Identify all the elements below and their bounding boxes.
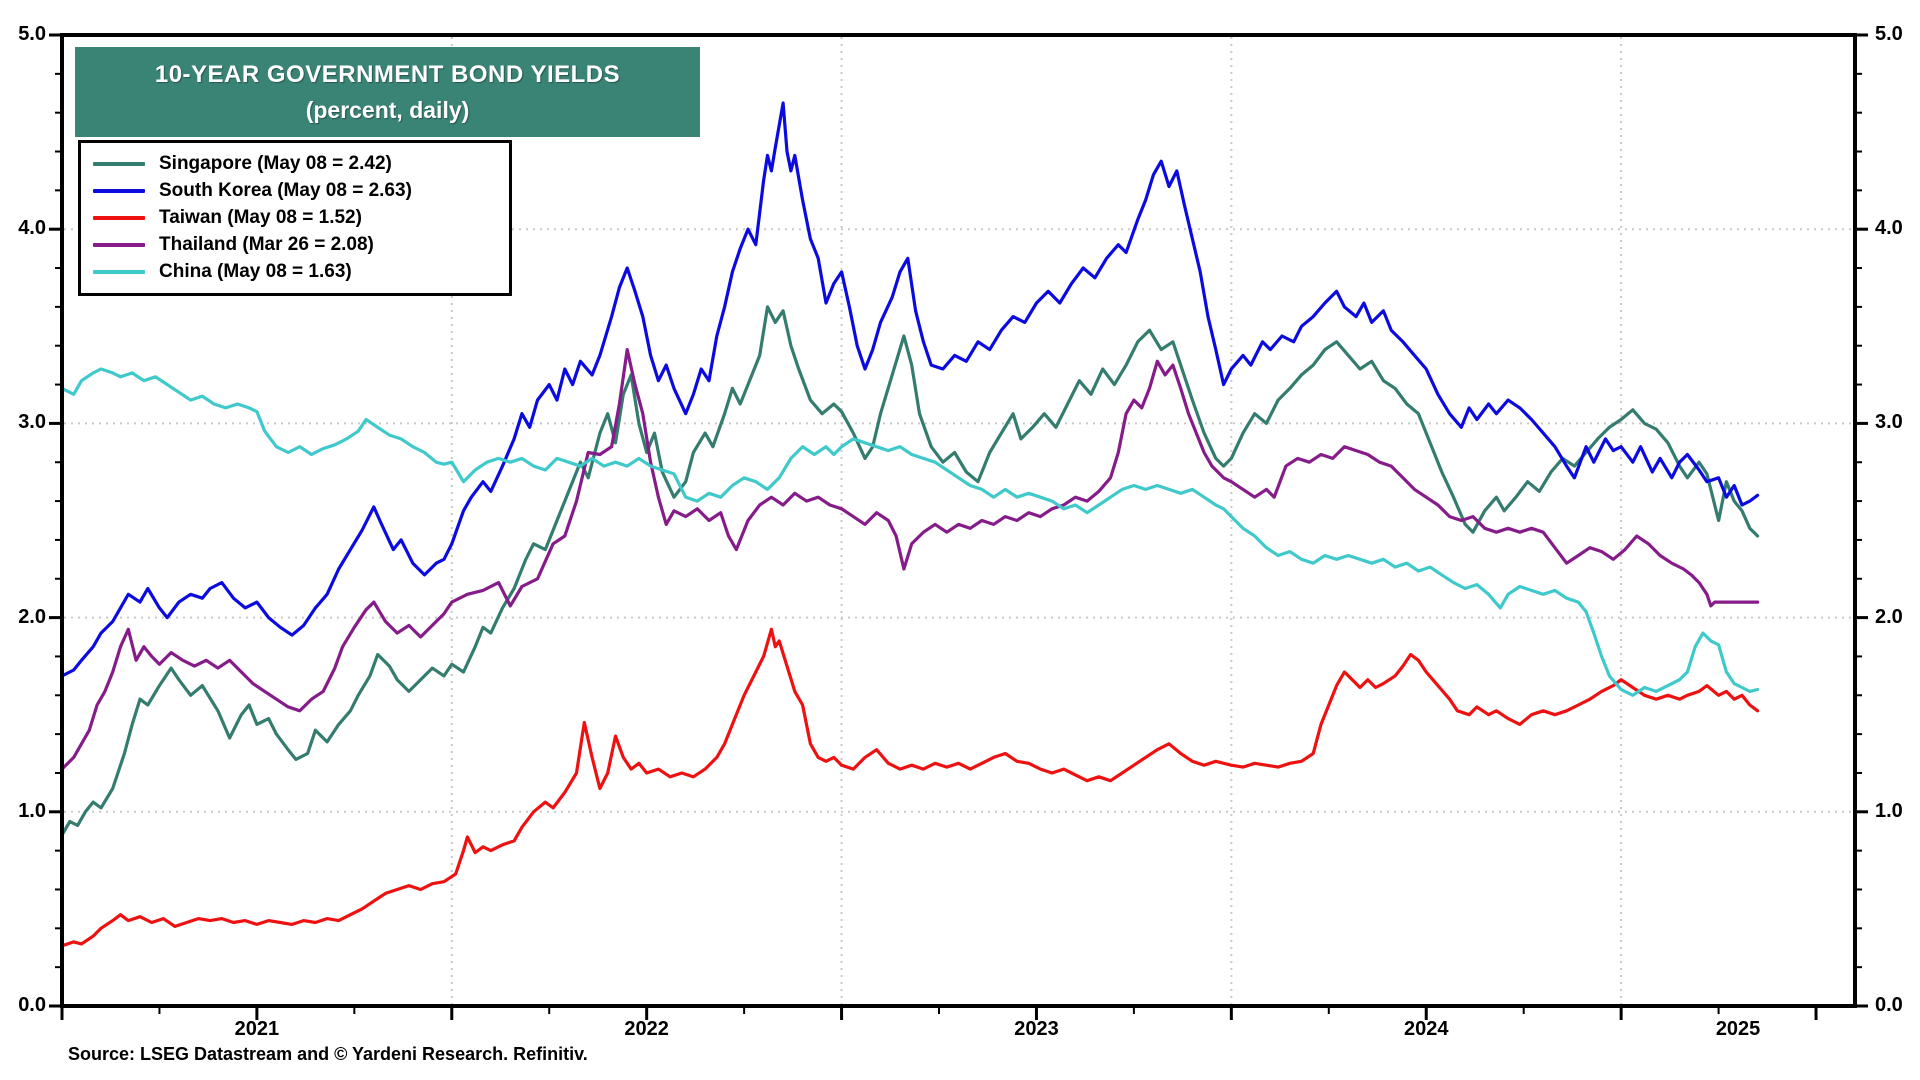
series-line-china — [60, 367, 1760, 697]
legend-item-singapore: Singapore (May 08 = 2.42) — [93, 150, 499, 177]
y-axis-label-right: 2.0 — [1875, 605, 1903, 628]
y-axis-label-left: 0.0 — [18, 994, 46, 1016]
y-axis-label-right: 4.0 — [1875, 217, 1903, 240]
y-axis-label-left: 3.0 — [18, 411, 46, 434]
x-axis-label-2024: 2024 — [1403, 1018, 1449, 1040]
legend-label-south-korea: South Korea (May 08 = 2.63) — [159, 179, 412, 201]
y-axis-label-left: 5.0 — [18, 23, 46, 45]
y-axis-label-right: 0.0 — [1875, 994, 1903, 1016]
chart-title: 10-YEAR GOVERNMENT BOND YIELDS — [154, 60, 621, 88]
legend-swatch-south-korea — [93, 188, 145, 193]
chart-subtitle: (percent, daily) — [305, 96, 470, 123]
legend-swatch-thailand — [93, 242, 145, 247]
legend-item-south-korea: South Korea (May 08 = 2.63) — [93, 177, 499, 204]
legend-swatch-taiwan — [93, 215, 145, 220]
legend: Singapore (May 08 = 2.42) South Korea (Ma… — [78, 140, 512, 296]
chart-title-box: 10-YEAR GOVERNMENT BOND YIELDS (percent,… — [75, 47, 700, 137]
x-axis-label-2022: 2022 — [624, 1018, 669, 1040]
y-axis-label-left: 1.0 — [18, 799, 46, 822]
y-axis-label-right: 5.0 — [1875, 23, 1903, 45]
legend-label-china: China (May 08 = 1.63) — [159, 260, 352, 282]
legend-swatch-china — [93, 269, 145, 274]
series-line-thailand — [60, 348, 1760, 771]
source-credit: Source: LSEG Datastream and © Yardeni Re… — [68, 1044, 588, 1064]
plot-border — [60, 33, 1857, 1008]
legend-item-china: China (May 08 = 1.63) — [93, 258, 499, 285]
legend-label-singapore: Singapore (May 08 = 2.42) — [159, 152, 392, 174]
x-axis-label-2025: 2025 — [1715, 1018, 1761, 1040]
legend-item-thailand: Thailand (Mar 26 = 2.08) — [93, 231, 499, 258]
y-axis-label-left: 2.0 — [18, 605, 46, 628]
x-axis-label-2021: 2021 — [234, 1018, 280, 1040]
legend-swatch-singapore — [93, 161, 145, 166]
y-axis-label-right: 3.0 — [1875, 411, 1903, 434]
legend-label-thailand: Thailand (Mar 26 = 2.08) — [159, 233, 374, 255]
x-axis-label-2023: 2023 — [1014, 1018, 1059, 1040]
y-axis-label-right: 1.0 — [1875, 799, 1903, 822]
y-axis-label-left: 4.0 — [18, 217, 46, 240]
series-line-taiwan — [60, 627, 1760, 948]
series-line-singapore — [60, 305, 1760, 837]
legend-label-taiwan: Taiwan (May 08 = 1.52) — [159, 206, 362, 228]
series-line-south-korea — [60, 101, 1760, 678]
legend-item-taiwan: Taiwan (May 08 = 1.52) — [93, 204, 499, 231]
